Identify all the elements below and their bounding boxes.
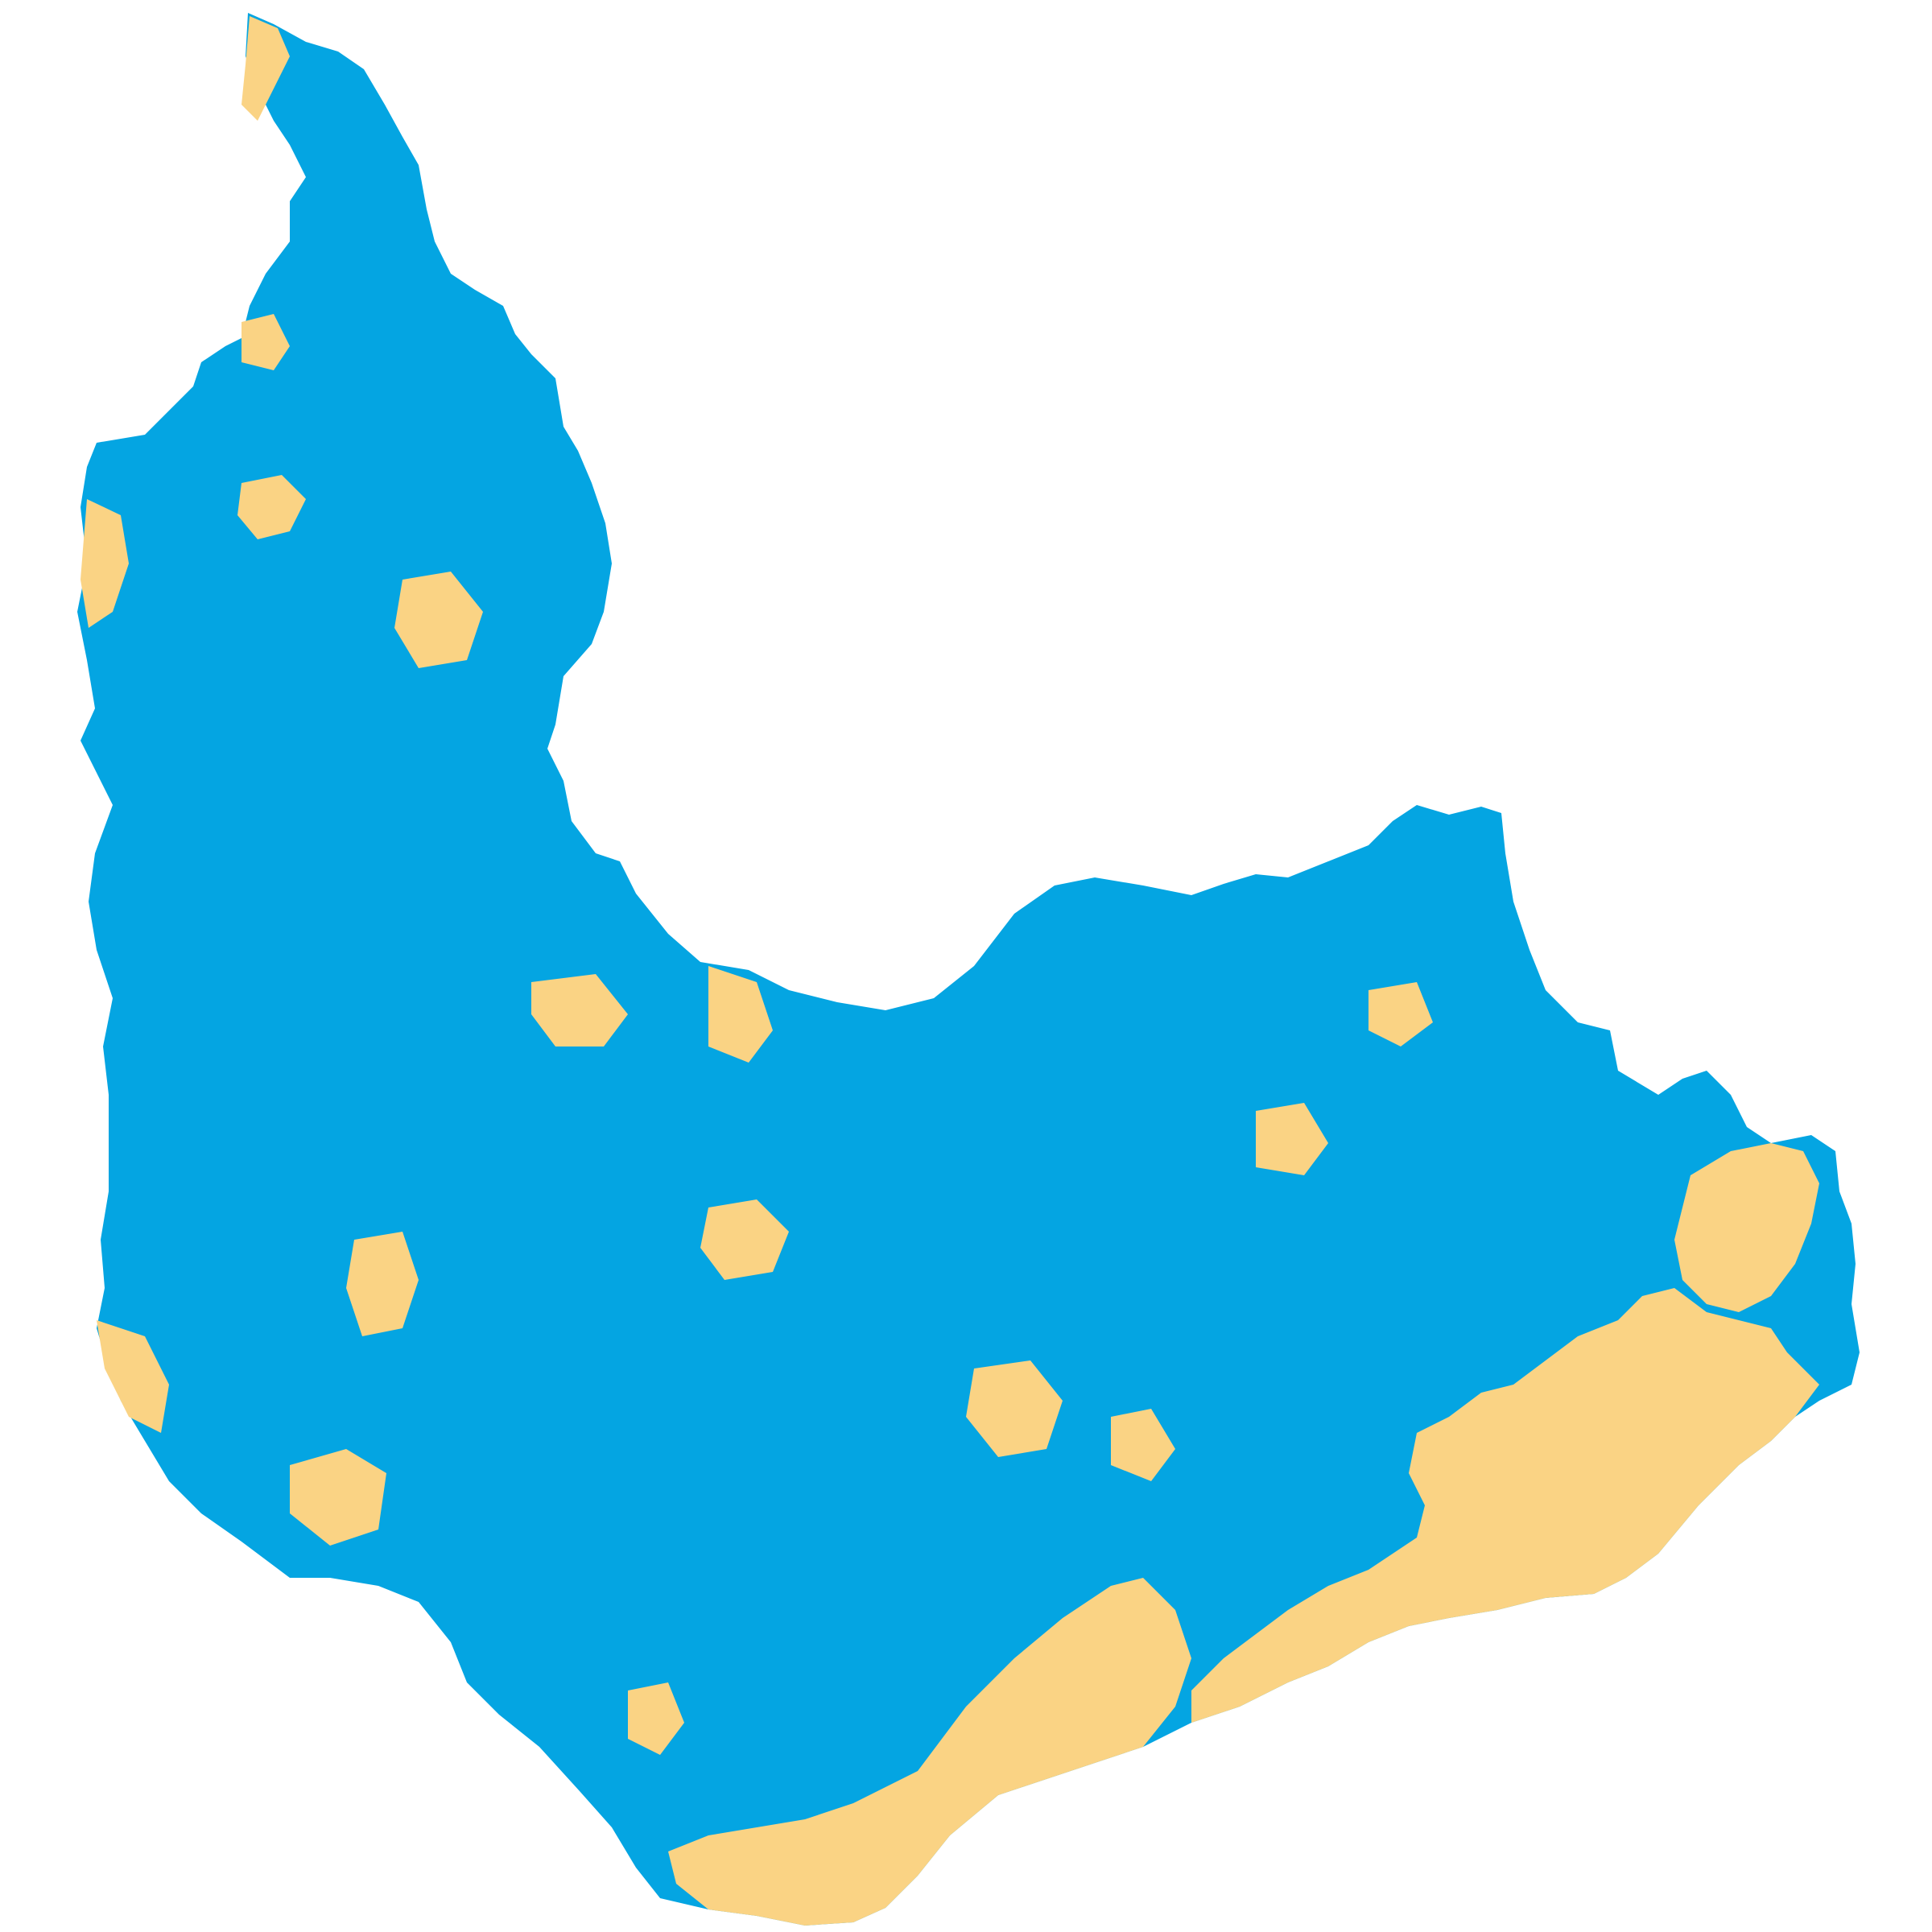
land-west-edge bbox=[80, 499, 129, 628]
land-center-west bbox=[346, 1232, 419, 1336]
land-southeast bbox=[1191, 1288, 1819, 1723]
land-center-east bbox=[966, 1360, 1063, 1457]
land-east-mid bbox=[1256, 1103, 1328, 1175]
land-north-upper bbox=[242, 314, 290, 370]
land-northwest bbox=[237, 475, 306, 539]
land-midriver bbox=[708, 966, 773, 1063]
land-south-center bbox=[628, 1682, 684, 1755]
land-west-lower bbox=[97, 1320, 169, 1433]
land-east-lobe bbox=[1674, 1143, 1819, 1312]
land-east-upper bbox=[1368, 982, 1433, 1046]
land-center bbox=[700, 1199, 789, 1280]
land-patches bbox=[80, 16, 1819, 1926]
land-north-tip bbox=[242, 16, 290, 121]
land-southeast-inner bbox=[1111, 1409, 1175, 1481]
land-center-north bbox=[531, 974, 628, 1046]
land-north-mid bbox=[394, 572, 483, 668]
land-south-strip bbox=[668, 1578, 1191, 1926]
land-southwest bbox=[290, 1449, 386, 1546]
